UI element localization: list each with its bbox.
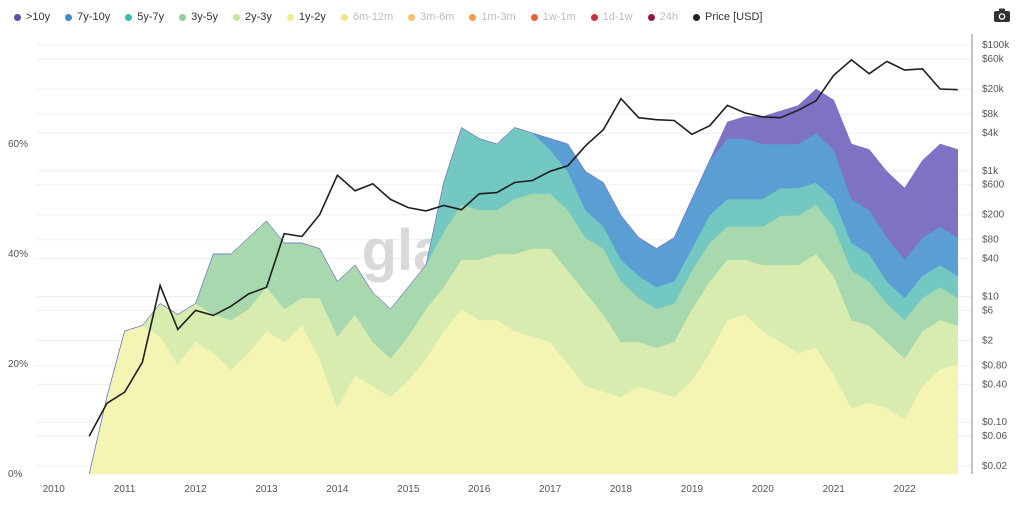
x-tick-label: 2014 [326, 484, 349, 495]
y-right-tick-label: $2 [982, 335, 994, 346]
legend-dot-icon [340, 13, 348, 21]
y-right-tick-label: $600 [982, 180, 1005, 191]
legend-label: 5y-7y [137, 11, 165, 23]
legend-item[interactable]: 1m-3m [469, 11, 516, 23]
legend-dot-icon [647, 13, 655, 21]
y-right-tick-label: $0.10 [982, 417, 1007, 428]
legend-item[interactable]: 1y-2y [286, 11, 326, 23]
legend-item[interactable]: 6m-12m [340, 11, 394, 23]
y-right-tick-label: $0.80 [982, 360, 1007, 371]
legend-label: 3y-5y [191, 11, 219, 23]
legend-dot-icon [125, 13, 133, 21]
legend-label: 24h [659, 11, 678, 23]
legend-dot-icon [408, 13, 416, 21]
legend-item[interactable]: 5y-7y [125, 11, 164, 23]
camera-icon[interactable] [994, 8, 1010, 22]
y-right-tick-label: $0.06 [982, 431, 1007, 442]
y-right-tick-label: $100k [982, 40, 1010, 51]
x-axis: 2010 2011 2012 2013 2014 2015 2016 2017 2018 2019… [43, 484, 917, 495]
y-axis-right: $0.02 $0.06 $0.10 $0.40 $0.80 $2 $6 $10 $40 $80 $2… [982, 40, 1010, 472]
legend-label: 1d-1w [602, 11, 633, 23]
legend-label: 2y-3y [245, 11, 272, 23]
legend-dot-icon [590, 13, 598, 21]
y-left-tick-label: 20% [8, 359, 28, 370]
legend-item[interactable]: 2y-3y [233, 11, 272, 23]
x-tick-label: 2015 [397, 484, 420, 495]
y-right-tick-label: $10 [982, 291, 999, 302]
legend-label: 1m-3m [481, 11, 516, 23]
legend-label: 6m-12m [352, 11, 394, 23]
legend-item[interactable]: 24h [647, 11, 678, 23]
stacked-areas [88, 88, 959, 475]
legend-item[interactable]: 3y-5y [179, 11, 218, 23]
legend-item[interactable]: 1w-1m [530, 11, 576, 23]
x-tick-label: 2020 [752, 484, 775, 495]
legend-dot-icon [530, 13, 538, 21]
x-tick-label: 2013 [255, 484, 278, 495]
legend-label: Price [USD] [704, 11, 763, 23]
legend-item[interactable]: 3m-6m [408, 11, 454, 23]
legend-item[interactable]: 1d-1w [590, 11, 633, 23]
price-line [88, 58, 958, 437]
legend-label: >10y [26, 11, 51, 23]
y-axis-left: 0% 20% 40% 60% [8, 139, 28, 480]
legend-label: 7y-10y [77, 11, 111, 23]
y-right-tick-label: $0.02 [982, 461, 1007, 472]
y-right-tick-label: $20k [982, 84, 1005, 95]
y-right-tick-label: $0.40 [982, 379, 1007, 390]
legend-dot-icon [692, 13, 700, 21]
area-series [88, 88, 959, 475]
x-tick-label: 2017 [539, 484, 562, 495]
y-right-tick-label: $200 [982, 210, 1005, 221]
y-left-tick-label: 60% [8, 139, 28, 150]
legend-dot-icon [179, 13, 187, 21]
x-tick-label: 2018 [610, 484, 633, 495]
legend-item[interactable]: 7y-10y [65, 11, 110, 23]
legend-item[interactable]: Price [USD] [692, 11, 763, 23]
legend-label: 3m-6m [420, 11, 455, 23]
y-right-tick-label: $40 [982, 254, 999, 265]
y-right-tick-label: $80 [982, 235, 999, 246]
legend-dot-icon [286, 13, 294, 21]
x-tick-label: 2016 [468, 484, 491, 495]
legend-item[interactable]: >10y [14, 11, 50, 23]
y-left-tick-label: 40% [8, 249, 28, 260]
legend-dot-icon [65, 13, 73, 21]
y-right-tick-label: $4k [982, 128, 999, 139]
y-right-tick-label: $6 [982, 305, 994, 316]
x-tick-label: 2021 [823, 484, 846, 495]
legend-label: 1y-2y [298, 11, 326, 23]
legend: >10y 7y-10y 5y-7y 3y-5y 2y-3y 1y-2y 6m-12m 3m-6… [14, 9, 777, 25]
y-right-tick-label: $8k [982, 109, 999, 120]
y-right-tick-label: $60k [982, 54, 1005, 65]
x-tick-label: 2022 [894, 484, 917, 495]
legend-label: 1w-1m [542, 11, 576, 23]
x-tick-label: 2010 [43, 484, 66, 495]
x-tick-label: 2011 [114, 484, 136, 495]
x-tick-label: 2019 [681, 484, 704, 495]
y-left-tick-label: 0% [8, 469, 23, 480]
legend-dot-icon [233, 13, 241, 21]
x-tick-label: 2012 [184, 484, 207, 495]
legend-dot-icon [469, 13, 477, 21]
y-right-tick-label: $1k [982, 166, 999, 177]
legend-dot-icon [14, 13, 21, 21]
